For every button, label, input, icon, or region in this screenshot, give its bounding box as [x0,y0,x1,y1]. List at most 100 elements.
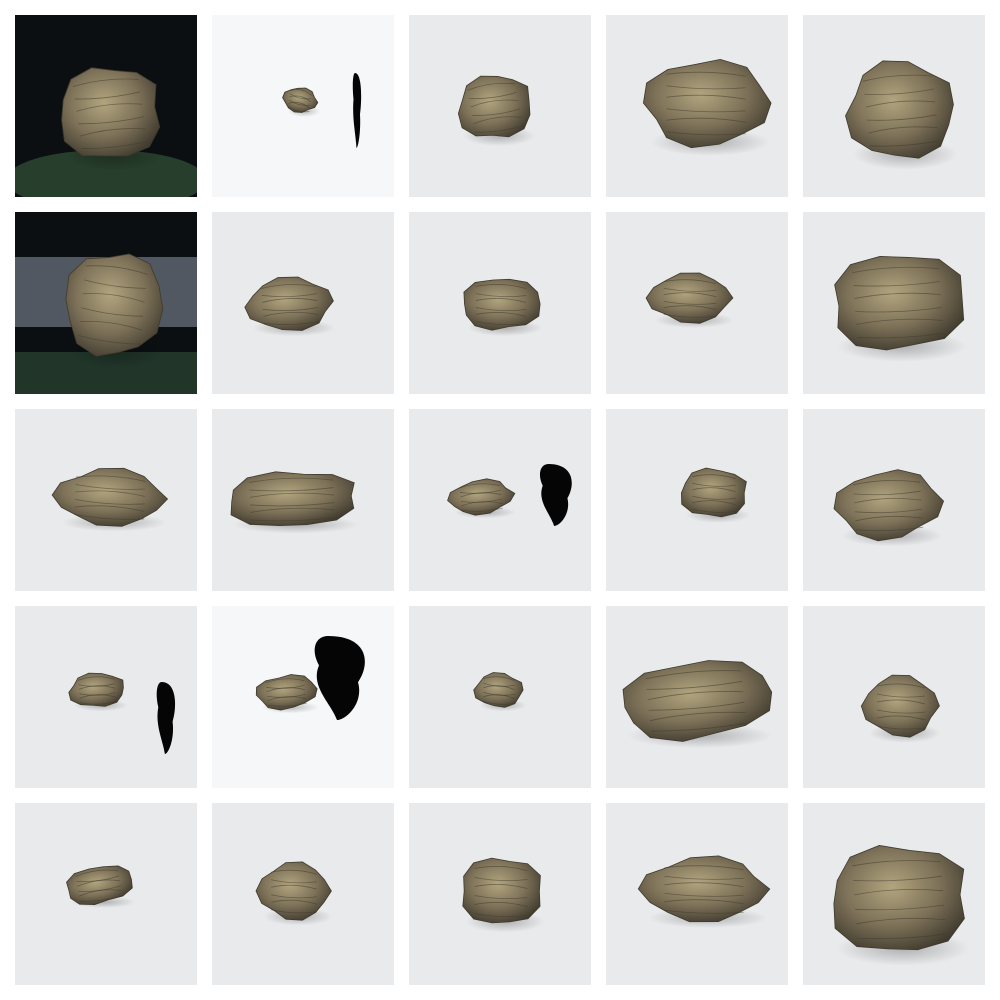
rock [473,672,524,708]
rock-texture [271,894,317,899]
rock-texture [84,279,147,289]
rock-texture [475,284,527,289]
rock-texture [469,91,517,100]
sample-tile [606,606,788,788]
rock-texture [460,498,502,503]
rock-texture [74,91,141,100]
rock-texture [271,879,317,884]
rock-texture [692,474,736,480]
rock-texture [876,725,926,730]
rock-texture [869,140,940,147]
rock-texture [288,99,311,106]
sample-image [803,212,985,394]
sample-tile [15,212,197,394]
rock-texture [483,682,515,687]
rock-texture [663,305,717,311]
rock-texture [854,292,941,299]
rock [642,58,772,149]
rock [833,469,945,542]
sample-image [15,606,197,788]
rock-texture [461,501,503,507]
rock-texture [262,298,318,303]
rock [462,857,541,924]
rock-texture [663,279,717,285]
sample-tile [212,803,394,985]
generation-artifact [156,682,176,754]
sample-image [606,803,788,985]
rock-texture [474,913,528,918]
rock-texture [663,287,717,292]
rock-texture [664,875,744,880]
rock-texture [261,284,317,289]
rock-texture [651,722,747,732]
sample-tile [803,803,985,985]
rock-texture [475,321,527,326]
sample-image [409,212,591,394]
rock-texture [78,335,141,345]
rock-texture [74,505,145,512]
rock-texture [692,500,736,506]
rock-texture [271,869,317,875]
generation-artifact [314,636,365,720]
rock-texture [876,683,926,689]
sample-image [409,409,591,591]
rock [622,660,773,742]
rock-texture [666,131,746,136]
rock-texture [77,879,121,887]
sample-image [606,606,788,788]
sample-tile [15,803,197,985]
rock-texture [263,321,319,325]
sample-image [803,409,985,591]
sample-image [212,409,394,591]
rock-texture [79,320,142,331]
rock [463,278,541,331]
rock-texture [473,116,522,125]
rock-texture [459,483,501,489]
rock-texture [854,889,943,896]
rock [680,467,747,518]
rock-texture [664,899,744,905]
sample-tile [803,212,985,394]
rock-texture [876,715,926,721]
rock-texture [664,882,744,888]
rock-texture [855,307,942,313]
sample-tile [803,15,985,197]
rock-texture [663,292,717,298]
rock-texture [862,74,933,82]
rock-texture [854,508,923,514]
rock-texture [666,71,746,77]
rock-texture [483,700,515,705]
rock-texture [483,685,515,691]
generation-artifact [539,464,572,526]
rock-texture [475,312,527,317]
sample-image [15,15,197,197]
rock-texture [461,507,503,512]
rock-texture [268,702,307,707]
rock-texture [855,904,944,911]
rock-texture [868,126,938,134]
sample-image [409,15,591,197]
rock-texture [75,499,145,505]
sample-image [606,409,788,591]
rock-texture [664,892,744,897]
sample-tile [409,606,591,788]
rock-texture [664,909,744,914]
rock-texture [85,265,148,275]
rock-texture [79,694,116,699]
rock-texture [474,884,528,889]
rock-texture [664,865,744,871]
rock-texture [474,877,528,882]
sample-image [212,212,394,394]
rock [68,672,124,707]
rock-texture [867,114,937,121]
sample-tile [606,212,788,394]
rock-texture [78,685,116,690]
rock-texture [666,94,746,100]
rock-texture [74,514,145,520]
sample-image [803,15,985,197]
rock [645,272,734,324]
rock [244,276,334,331]
rock-texture [77,676,115,681]
sample-image [409,803,591,985]
sample-tile [15,409,197,591]
